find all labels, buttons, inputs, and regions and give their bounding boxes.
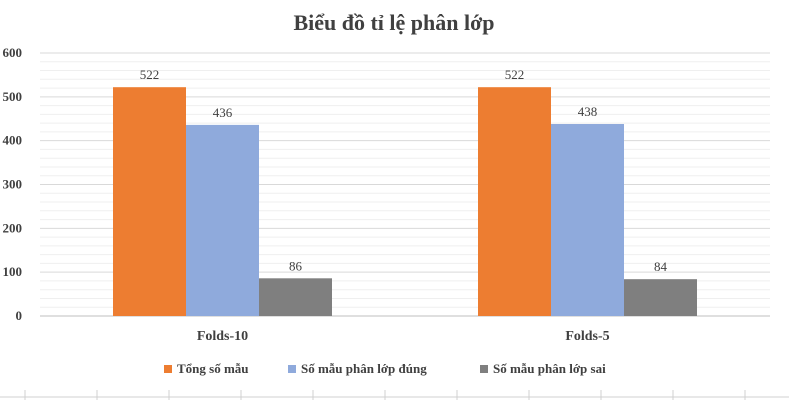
legend-swatch: [288, 365, 296, 373]
bar: [113, 87, 186, 316]
bar: [478, 87, 551, 316]
y-tick-label: 500: [3, 89, 23, 104]
bar: [259, 278, 332, 316]
y-tick-label: 200: [3, 220, 23, 235]
y-tick-label: 0: [16, 308, 23, 323]
legend-swatch: [480, 365, 488, 373]
data-label: 522: [140, 67, 160, 82]
y-tick-label: 100: [3, 264, 23, 279]
y-tick-label: 300: [3, 177, 23, 192]
data-label: 522: [505, 67, 525, 82]
y-axis-ticks: 0 100 200 300 400 500 600: [3, 45, 23, 323]
bars: [113, 87, 697, 317]
legend-label: Số mẫu phân lớp sai: [493, 361, 606, 376]
data-label: 86: [289, 258, 303, 273]
bar: [551, 124, 624, 316]
y-tick-label: 400: [3, 133, 23, 148]
y-tick-label: 600: [3, 45, 23, 60]
data-label: 436: [213, 105, 233, 120]
spreadsheet-edge: [0, 390, 789, 400]
category-label: Folds-5: [565, 329, 609, 344]
legend: Tổng số mẫu Số mẫu phân lớp đúng Số mẫu ph…: [164, 361, 606, 376]
bar: [624, 279, 697, 316]
data-labels: 522 436 86 522 438 84: [140, 67, 668, 274]
category-label: Folds-10: [197, 329, 248, 344]
category-labels: Folds-10 Folds-5: [197, 329, 610, 344]
legend-label: Số mẫu phân lớp đúng: [301, 361, 427, 376]
legend-swatch: [164, 365, 172, 373]
chart-title: Biểu đồ tỉ lệ phân lớp: [293, 10, 494, 35]
data-label: 438: [578, 104, 598, 119]
data-label: 84: [654, 259, 668, 274]
bar: [186, 124, 259, 317]
legend-label: Tổng số mẫu: [177, 361, 249, 376]
